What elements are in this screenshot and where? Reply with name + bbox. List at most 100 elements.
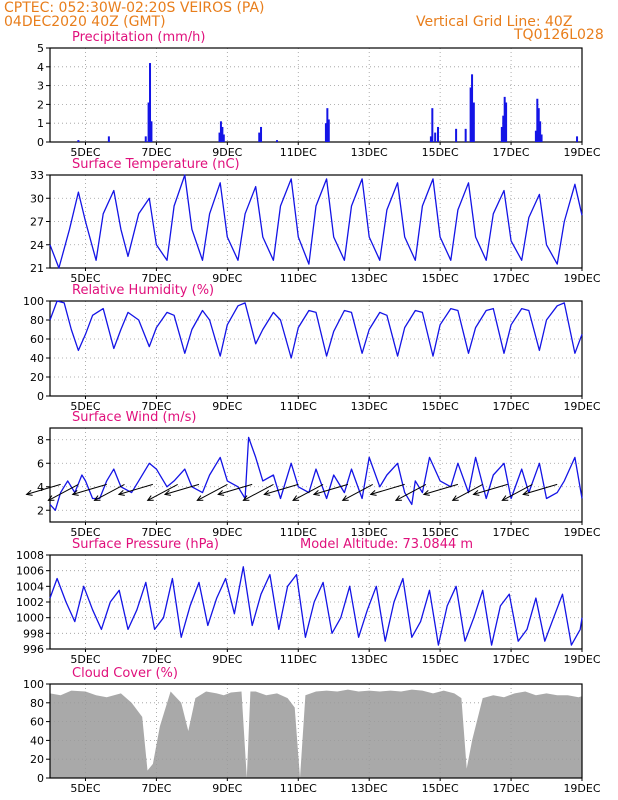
x-tick-label: 19DEC: [563, 782, 600, 795]
precip-bar: [539, 121, 542, 142]
x-tick-label: 17DEC: [493, 400, 530, 413]
precip-bar: [150, 121, 153, 142]
x-tick-label: 19DEC: [563, 146, 600, 159]
y-tick-label: 100: [23, 678, 44, 691]
precip-bar: [219, 121, 222, 142]
y-tick-label: 100: [23, 295, 44, 308]
precip-bar: [455, 128, 458, 142]
precip-bar: [221, 126, 224, 142]
precip-bar: [540, 134, 543, 142]
precip-bar: [431, 108, 434, 142]
y-tick-label: 996: [23, 643, 44, 656]
wind-arrow-head: [71, 490, 79, 496]
x-tick-label: 15DEC: [422, 782, 459, 795]
wind-arrow-head: [369, 490, 377, 496]
plot-frame: [49, 427, 583, 523]
wind-arrow-head: [163, 490, 171, 496]
x-tick-label: 5DEC: [70, 146, 100, 159]
x-tick-label: 5DEC: [70, 782, 100, 795]
x-tick-label: 15DEC: [422, 400, 459, 413]
x-tick-label: 13DEC: [351, 526, 388, 539]
plot-frame: [49, 47, 583, 143]
wind-arrow: [243, 483, 274, 501]
x-tick-label: 7DEC: [141, 526, 171, 539]
wind-arrow-head: [394, 495, 402, 501]
panel-4: Surface Wind (m/s) 2 4 6 8 5DEC 7DEC 9DEC 11DEC 1…: [25, 410, 601, 539]
wind-arrow-head: [292, 495, 300, 501]
y-tick-label: 40: [30, 734, 44, 747]
header-datetime: 04DEC2020 40Z (GMT): [4, 14, 166, 30]
y-tick-label: 2: [37, 98, 44, 111]
wind-arrow-head: [93, 495, 101, 501]
y-tick-label: 20: [30, 753, 44, 766]
x-tick-label: 7DEC: [141, 400, 171, 413]
x-tick-label: 13DEC: [351, 400, 388, 413]
x-tick-label: 5DEC: [70, 526, 100, 539]
y-tick-label: 8: [37, 434, 44, 447]
wind-arrow-head: [451, 495, 459, 501]
wind-arrow: [370, 483, 405, 495]
wind-arrow: [473, 483, 508, 495]
wind-arrow: [395, 483, 427, 501]
x-tick-label: 19DEC: [563, 400, 600, 413]
panel-title: Surface Temperature (nC): [72, 157, 240, 172]
wind-arrow: [452, 483, 483, 501]
wind-arrow-head: [217, 490, 225, 496]
precip-bar: [326, 108, 329, 142]
y-tick-label: 27: [30, 216, 44, 229]
wind-arrow: [502, 483, 533, 501]
cloud-cover-area: [50, 689, 582, 778]
y-tick-label: 24: [30, 239, 44, 252]
x-tick-label: 9DEC: [212, 146, 242, 159]
wind-arrow-head: [47, 495, 55, 501]
panel-6: Cloud Cover (%) 0 20 40 60 80 100 5DEC 7DEC 9DEC 1…: [23, 666, 601, 795]
x-tick-label: 11DEC: [280, 400, 317, 413]
x-tick-label: 11DEC: [280, 526, 317, 539]
precip-bar: [218, 132, 221, 142]
y-tick-label: 1004: [16, 580, 44, 593]
panel-title: Surface Pressure (hPa): [72, 537, 219, 552]
wind-arrow: [147, 483, 178, 501]
x-tick-label: 5DEC: [70, 400, 100, 413]
x-tick-label: 15DEC: [422, 526, 459, 539]
x-tick-label: 15DEC: [422, 146, 459, 159]
precip-bar: [149, 63, 152, 142]
x-tick-label: 9DEC: [212, 653, 242, 666]
y-tick-label: 4: [37, 481, 44, 494]
wind-arrow: [94, 483, 125, 501]
y-tick-label: 40: [30, 352, 44, 365]
precip-bar: [500, 126, 503, 142]
x-tick-label: 11DEC: [280, 782, 317, 795]
y-tick-label: 1: [37, 117, 44, 130]
header-model-code: TQ0126L028: [514, 27, 604, 43]
y-tick-label: 0: [37, 136, 44, 149]
x-tick-label: 9DEC: [212, 272, 242, 285]
y-tick-label: 0: [37, 390, 44, 403]
wind-arrow-head: [422, 490, 430, 496]
precip-bar: [147, 102, 150, 142]
plot-frame: [49, 300, 583, 397]
y-tick-label: 1006: [16, 565, 44, 578]
y-tick-label: 1000: [16, 612, 44, 625]
wind-arrow: [26, 483, 61, 495]
y-tick-label: 1008: [16, 549, 44, 562]
y-tick-label: 1002: [16, 596, 44, 609]
wind-arrow-head: [522, 490, 530, 496]
y-tick-label: 30: [30, 192, 44, 205]
precip-bar: [434, 132, 437, 142]
precip-bar: [503, 96, 506, 142]
wind-arrow-head: [341, 495, 349, 501]
wind-arrow-head: [312, 490, 320, 496]
y-tick-label: 6: [37, 457, 44, 470]
series-line: [49, 436, 583, 511]
panel-title: Cloud Cover (%): [72, 666, 178, 681]
x-tick-label: 9DEC: [212, 782, 242, 795]
precip-bar: [576, 136, 579, 142]
panel-title: Precipitation (mm/h): [72, 30, 205, 45]
precip-bar: [258, 132, 261, 142]
wind-arrow: [164, 483, 200, 495]
precip-bar: [472, 102, 475, 142]
y-tick-label: 3: [37, 80, 44, 93]
wind-arrow: [523, 483, 558, 495]
precip-bar: [222, 134, 225, 142]
